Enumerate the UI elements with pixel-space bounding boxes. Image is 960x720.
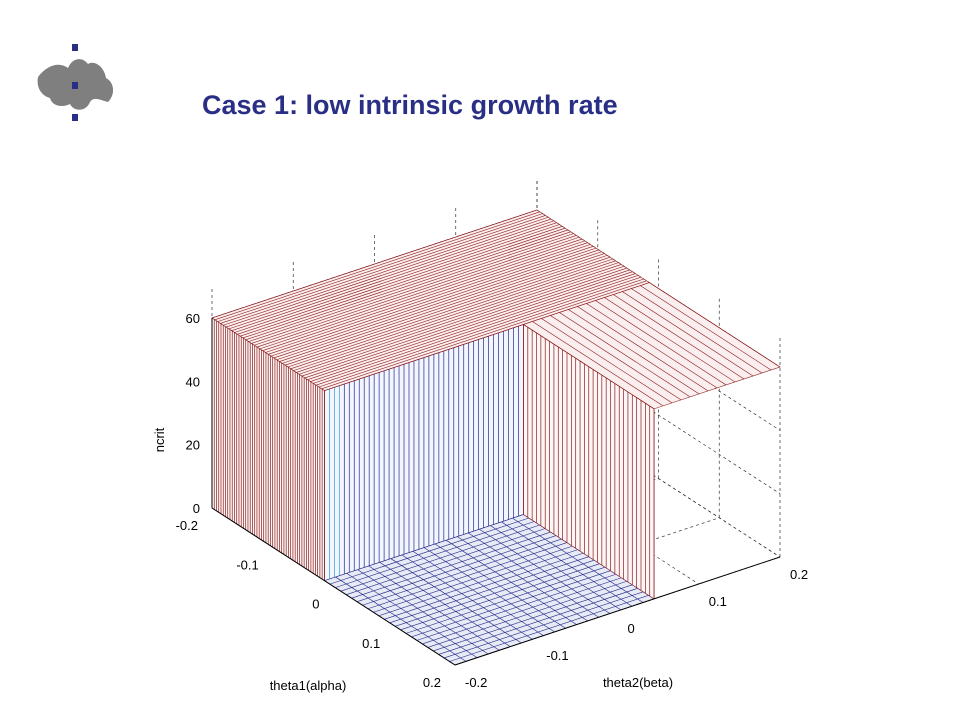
x-tick-label: 0.1 — [362, 636, 380, 651]
surface-mesh-line — [315, 276, 642, 386]
surface-mesh-line — [231, 222, 557, 331]
surface-mesh-line — [217, 213, 543, 322]
surface-mesh-line — [240, 227, 566, 337]
surface-mesh-line — [237, 226, 563, 335]
y-tick-label: 0.1 — [709, 594, 727, 609]
surface-mesh-line — [559, 312, 691, 398]
z-tick-label: 20 — [186, 438, 200, 453]
surface-mesh-line — [270, 247, 597, 357]
xlabel: theta1(alpha) — [270, 678, 347, 693]
surface-mesh-line — [318, 278, 644, 388]
surface-mesh-line — [273, 249, 599, 359]
university-logo-icon — [37, 44, 114, 121]
surface-mesh-line — [568, 309, 700, 395]
surface-mesh-line — [307, 271, 633, 381]
surface-mesh-line — [346, 573, 478, 658]
surface-mesh-line — [293, 262, 619, 371]
surface-mesh-line — [479, 528, 610, 614]
slide-title: Case 1: low intrinsic growth rate — [202, 90, 618, 120]
surface-mesh-line — [321, 280, 647, 390]
surface-mesh-line — [490, 525, 622, 611]
surface-mesh-line — [649, 282, 781, 368]
surface-mesh-line — [304, 269, 630, 379]
x-axis-line — [211, 507, 456, 666]
surface-mesh-line — [242, 229, 569, 339]
x-tick-label: 0 — [312, 597, 319, 612]
surface-mesh-line — [248, 233, 574, 342]
z-tick-label: 0 — [193, 501, 200, 516]
surface-mesh-line — [279, 253, 605, 362]
surface-mesh-line — [604, 297, 736, 383]
surface-mesh-line — [214, 211, 540, 321]
surface-mesh-line — [577, 306, 709, 392]
y-tick-label: -0.2 — [465, 675, 487, 690]
surface-mesh-line — [228, 220, 554, 330]
surface-mesh-line — [550, 315, 682, 401]
y-tick-label: 0.2 — [790, 567, 808, 582]
surface-mesh-line — [423, 547, 555, 633]
surface-mesh-line — [434, 543, 566, 629]
surface-mesh-line — [296, 264, 622, 373]
y-tick-label: -0.1 — [546, 648, 568, 663]
surface-mesh-line — [225, 218, 552, 328]
surface-mesh-line — [512, 517, 644, 603]
surface-mesh-line — [313, 275, 639, 384]
surface-mesh-line — [541, 318, 673, 404]
surface-mesh-line — [223, 216, 549, 326]
surface-mesh-line — [284, 256, 611, 366]
surface-mesh-line — [613, 294, 745, 380]
surface-mesh-line — [640, 285, 772, 371]
logo-dot — [72, 114, 78, 121]
surface-mesh-line — [256, 238, 583, 348]
surface-mesh-line — [262, 242, 588, 351]
surface-mesh-line — [251, 235, 577, 344]
surface-mesh-line — [390, 558, 522, 644]
surface-mesh-line — [245, 231, 571, 341]
logo-dot — [72, 44, 78, 51]
x-tick-label: 0.2 — [423, 675, 441, 690]
surface-mesh-line — [368, 565, 500, 651]
ylabel: theta2(beta) — [603, 675, 673, 690]
surface-mesh-line — [299, 265, 625, 375]
surface-mesh-line — [301, 267, 628, 377]
surface-mesh-line — [282, 255, 608, 364]
y-tick-label: 0 — [628, 621, 635, 636]
surface-mesh-line — [335, 576, 467, 662]
surface-mesh-line — [622, 291, 754, 377]
surface-mesh-line — [234, 224, 560, 333]
surface-mesh-line — [501, 521, 633, 607]
surface-mesh-line — [456, 536, 588, 622]
logo-dot — [72, 82, 78, 89]
surface-mesh-line — [445, 539, 577, 625]
x-tick-label: -0.2 — [176, 518, 198, 533]
zlabel: ncrit — [152, 427, 167, 452]
surface-mesh-line — [379, 561, 511, 647]
surface-mesh-line — [220, 215, 546, 324]
surface-mesh-line — [631, 288, 763, 374]
y-axis-line — [454, 556, 781, 666]
surface-mesh-line — [290, 260, 616, 370]
surface-mesh-line — [532, 321, 664, 407]
surface-mesh-line — [401, 554, 533, 640]
surface-mesh-line — [586, 303, 718, 389]
x-tick-label: -0.1 — [236, 557, 258, 572]
surface-mesh-line — [357, 569, 489, 655]
surface-mesh-line — [276, 251, 602, 361]
surface-mesh-line — [412, 550, 544, 636]
surface-mesh-line — [310, 273, 636, 382]
surface-mesh-line — [265, 244, 591, 353]
surface-mesh-line — [523, 324, 655, 410]
z-tick-label: 60 — [186, 311, 200, 326]
surface-mesh-line — [211, 209, 538, 319]
surface-mesh-line — [268, 246, 594, 355]
surface-mesh-line — [254, 236, 580, 346]
surface-mesh-line — [287, 258, 613, 368]
surface-mesh-line — [259, 240, 585, 350]
surface-mesh-line — [467, 532, 599, 618]
z-tick-label: 40 — [186, 374, 200, 389]
surface-mesh-line — [595, 300, 727, 386]
